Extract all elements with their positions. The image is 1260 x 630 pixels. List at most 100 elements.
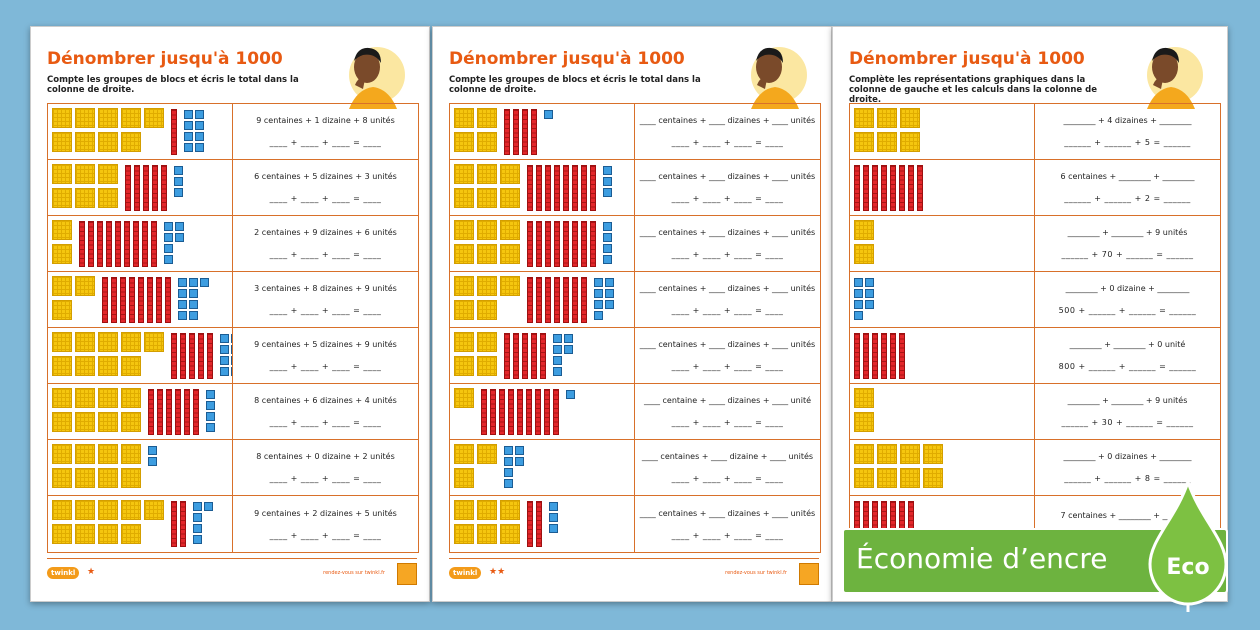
hundred-block	[454, 388, 474, 408]
decomposition-line[interactable]: ________ + 4 dizaines + ________	[1063, 116, 1192, 126]
base-ten-blocks	[454, 164, 630, 211]
calculation-line[interactable]: ____ + ____ + ____ = ____	[269, 417, 382, 427]
unit-cube	[148, 457, 157, 466]
ten-rod	[531, 333, 537, 379]
decomposition-line[interactable]: 7 centaines + ________ + ________	[1060, 510, 1195, 520]
answer-cell: ____ centaines + ____ dizaine + ____ uni…	[635, 440, 820, 495]
exercise-table: ____ centaines + ____ dizaines + ____ un…	[449, 103, 821, 553]
answer-cell: ____ centaines + ____ dizaines + ____ un…	[635, 272, 820, 327]
calculation-line[interactable]: ______ + ______ + 2 = ______	[1064, 193, 1191, 203]
ten-rod	[917, 165, 923, 211]
calculation-line[interactable]: ______ + ______ + 8 = ______	[1064, 473, 1191, 483]
decomposition-line[interactable]: 9 centaines + 1 dizaine + 8 unités	[256, 116, 395, 126]
unit-cube	[148, 446, 157, 455]
calculation-line[interactable]: 800 + ______ + ______ = ______	[1058, 361, 1197, 371]
answer-cell: ____ centaine + ____ dizaines + ____ uni…	[635, 384, 820, 439]
hundred-block	[877, 444, 897, 464]
decomposition-line[interactable]: ____ centaines + ____ dizaines + ____ un…	[639, 284, 816, 294]
ten-rod	[111, 277, 117, 323]
decomposition-line[interactable]: 8 centaines + 6 dizaines + 4 unités	[254, 396, 397, 406]
calculation-line[interactable]: ______ + ______ + 5 = ______	[1064, 137, 1191, 147]
decomposition-line[interactable]: ________ + 0 dizaines + ________	[1063, 452, 1192, 462]
decomposition-line[interactable]: ____ centaines + ____ dizaines + ____ un…	[639, 340, 816, 350]
blocks-cell	[850, 496, 1035, 552]
decomposition-line[interactable]: ____ centaines + ____ dizaines + ____ un…	[639, 116, 816, 126]
hundred-block	[500, 188, 520, 208]
ten-rod	[526, 389, 532, 435]
calculation-line[interactable]: ____ + ____ + ____ = ____	[269, 530, 382, 540]
blocks-cell	[48, 328, 233, 383]
unit-cube	[184, 143, 193, 152]
hundred-block	[854, 220, 874, 240]
calculation-line[interactable]: ____ + ____ + ____ = ____	[269, 193, 382, 203]
ten-rod	[138, 277, 144, 323]
calculation-line[interactable]: ______ + 70 + ______ = ______	[1061, 249, 1194, 259]
hundred-block	[75, 276, 95, 296]
calculation-line[interactable]: ____ + ____ + ____ = ____	[671, 249, 784, 259]
hundred-block	[52, 412, 72, 432]
hundred-block	[144, 500, 164, 520]
calculation-line[interactable]: ____ + ____ + ____ = ____	[269, 249, 382, 259]
calculation-line[interactable]: ____ + ____ + ____ = ____	[269, 473, 382, 483]
hundred-block	[900, 132, 920, 152]
calculation-line[interactable]: ____ + ____ + ____ = ____	[671, 137, 784, 147]
ten-rod	[563, 165, 569, 211]
calculation-line[interactable]: ____ + ____ + ____ = ____	[269, 137, 382, 147]
table-row: 3 centaines + 8 dizaines + 9 unités ____ …	[48, 272, 418, 328]
decomposition-line[interactable]: ____ centaines + ____ dizaines + ____ un…	[639, 228, 816, 238]
hundred-block	[854, 468, 874, 488]
hundred-block	[144, 108, 164, 128]
unit-cube	[549, 502, 558, 511]
ten-rod	[97, 221, 103, 267]
hundred-block	[454, 468, 474, 488]
decomposition-line[interactable]: ____ centaines + ____ dizaine + ____ uni…	[641, 452, 814, 462]
unit-cube	[220, 345, 229, 354]
ten-rod	[863, 165, 869, 211]
quality-badge-icon	[799, 563, 819, 585]
base-ten-blocks	[52, 500, 228, 548]
decomposition-line[interactable]: 9 centaines + 2 dizaines + 5 unités	[254, 508, 397, 518]
ten-rod	[863, 333, 869, 379]
decomposition-line[interactable]: ____ centaine + ____ dizaines + ____ uni…	[643, 396, 812, 406]
ten-rod	[545, 277, 551, 323]
unit-cube	[193, 524, 202, 533]
decomposition-line[interactable]: 8 centaines + 0 dizaine + 2 unités	[256, 452, 395, 462]
table-row: ____ centaines + ____ dizaines + ____ un…	[450, 104, 820, 160]
worksheet-instruction: Compte les groupes de blocs et écris le …	[47, 75, 299, 95]
decomposition-line[interactable]: ________ + ________ + 9 unités	[1067, 228, 1188, 238]
decomposition-line[interactable]: 2 centaines + 9 dizaines + 6 unités	[254, 228, 397, 238]
decomposition-line[interactable]: 6 centaines + ________ + ________	[1060, 172, 1195, 182]
hundred-block	[500, 220, 520, 240]
calculation-line[interactable]: ____ + ____ + ____ = ____	[269, 361, 382, 371]
decomposition-line[interactable]: ____ centaines + ____ dizaines + ____ un…	[639, 508, 816, 518]
decomposition-line[interactable]: ________ + ________ + 9 unités	[1067, 396, 1188, 406]
thinking-child-illustration	[1147, 47, 1203, 109]
blocks-cell	[450, 440, 635, 495]
calculation-line[interactable]: ______ + 30 + ______ = ______	[1061, 417, 1194, 427]
unit-cube	[200, 278, 209, 287]
calculation-line[interactable]: 500 + ______ + ______ = ______	[1058, 305, 1197, 315]
ten-rod	[165, 277, 171, 323]
decomposition-line[interactable]: 6 centaines + 5 dizaines + 3 unités	[254, 172, 397, 182]
decomposition-line[interactable]: ____ centaines + ____ dizaines + ____ un…	[639, 172, 816, 182]
decomposition-line[interactable]: 3 centaines + 8 dizaines + 9 unités	[254, 284, 397, 294]
unit-cube	[594, 311, 603, 320]
calculation-line[interactable]: ____ + ____ + ____ = ____	[671, 473, 784, 483]
decomposition-line[interactable]: ________ + ________ + 0 unité	[1069, 340, 1186, 350]
calculation-line[interactable]: ____ + ____ + ____ = ____	[269, 305, 382, 315]
calculation-line[interactable]: ____ + ____ + ____ = ____	[671, 530, 784, 540]
hundred-block	[144, 332, 164, 352]
base-ten-blocks	[854, 388, 1030, 435]
calculation-line[interactable]: ____ + ____ + ____ = ____	[671, 305, 784, 315]
calculation-line[interactable]: ____ + ____ + ____ = ____	[671, 417, 784, 427]
calculation-line[interactable]: ____ + ____ + ____ = ____	[671, 193, 784, 203]
blocks-cell	[450, 216, 635, 271]
hundred-block	[121, 412, 141, 432]
unit-cube	[189, 289, 198, 298]
hundred-block	[454, 164, 474, 184]
hundred-block	[75, 468, 95, 488]
calculation-line[interactable]: ____ + ____ + ____ = ____	[671, 361, 784, 371]
decomposition-line[interactable]: 9 centaines + 5 dizaines + 9 unités	[254, 340, 397, 350]
table-row: ____ centaines + ____ dizaines + ____ un…	[450, 328, 820, 384]
decomposition-line[interactable]: ________ + 0 dizaine + ________	[1065, 284, 1190, 294]
